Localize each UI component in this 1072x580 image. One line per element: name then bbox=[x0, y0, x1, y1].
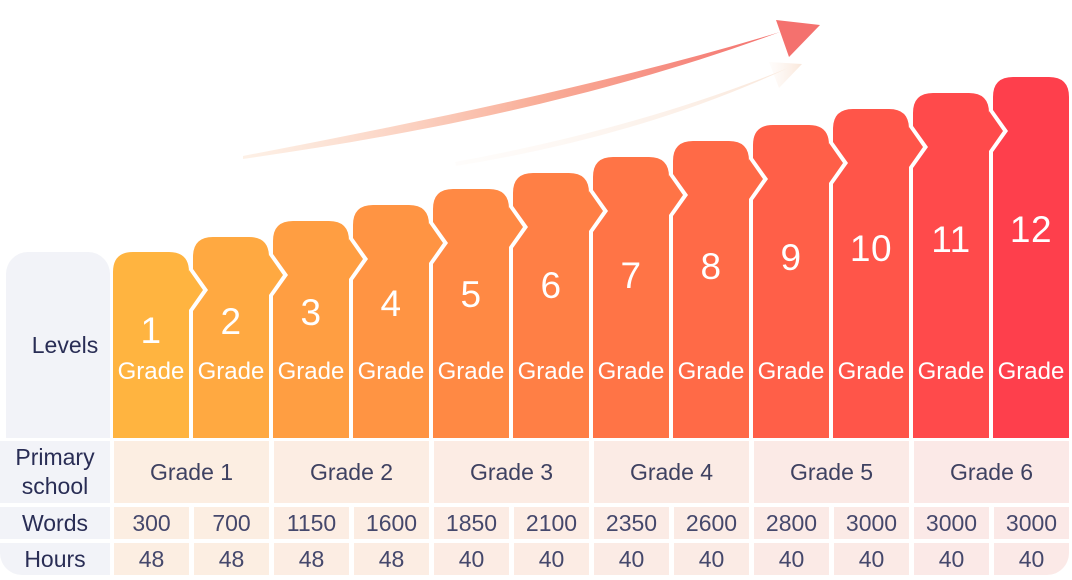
level-bar-label-4: 4 Grade bbox=[353, 205, 429, 438]
level-grade-word: Grade bbox=[677, 358, 745, 385]
level-bar-4 bbox=[353, 205, 443, 438]
hours-cell: 48 bbox=[354, 543, 429, 575]
hours-cell: 40 bbox=[994, 543, 1069, 575]
hours-cell: 40 bbox=[434, 543, 509, 575]
level-bar-1 bbox=[113, 252, 203, 438]
words-cell: 2800 bbox=[754, 507, 829, 539]
ghost-arrow bbox=[455, 62, 802, 166]
level-number: 1 bbox=[140, 310, 162, 352]
words-cell: 3000 bbox=[914, 507, 989, 539]
row-label-levels: Levels bbox=[6, 252, 110, 438]
growth-arrow bbox=[243, 20, 820, 159]
level-grade-word: Grade bbox=[357, 358, 425, 385]
level-bar-11 bbox=[913, 93, 1003, 438]
row-label-levels-text: Levels bbox=[31, 331, 99, 358]
words-cell: 2600 bbox=[674, 507, 749, 539]
level-grade-word: Grade bbox=[597, 358, 665, 385]
level-number: 3 bbox=[300, 292, 322, 334]
hours-cell: 40 bbox=[594, 543, 669, 575]
level-number: 9 bbox=[780, 237, 802, 279]
level-bar-6 bbox=[513, 173, 603, 438]
words-cell: 3000 bbox=[994, 507, 1069, 539]
level-bar-label-10: 10 Grade bbox=[833, 109, 909, 438]
level-bar-10 bbox=[833, 109, 923, 438]
level-number: 6 bbox=[540, 264, 562, 306]
row-label-words: Words bbox=[0, 507, 110, 539]
primary-school-cell: Grade 6 bbox=[914, 441, 1069, 503]
row-label-primary-school-text: Primary school bbox=[15, 444, 95, 499]
primary-school-cell: Grade 2 bbox=[274, 441, 429, 503]
level-number: 11 bbox=[931, 218, 971, 260]
level-bar-8 bbox=[673, 141, 763, 438]
level-number: 5 bbox=[460, 273, 482, 315]
level-grade-word: Grade bbox=[277, 358, 345, 385]
level-bar-label-3: 3 Grade bbox=[273, 221, 349, 438]
level-bar-label-2: 2 Grade bbox=[193, 237, 269, 438]
level-bar-label-11: 11 Grade bbox=[913, 93, 989, 438]
level-bar-label-9: 9 Grade bbox=[753, 125, 829, 438]
level-grade-word: Grade bbox=[197, 358, 265, 385]
row-label-words-text: Words bbox=[21, 509, 89, 536]
level-grade-word: Grade bbox=[837, 358, 905, 385]
words-cell: 1150 bbox=[274, 507, 349, 539]
level-bar-3 bbox=[273, 221, 363, 438]
hours-cell: 48 bbox=[114, 543, 189, 575]
level-number: 2 bbox=[220, 301, 242, 343]
level-bar-label-7: 7 Grade bbox=[593, 157, 669, 438]
hours-cell: 40 bbox=[674, 543, 749, 575]
hours-cell: 40 bbox=[914, 543, 989, 575]
level-bar-label-8: 8 Grade bbox=[673, 141, 749, 438]
primary-school-cell: Grade 4 bbox=[594, 441, 749, 503]
hours-cell: 40 bbox=[754, 543, 829, 575]
level-grade-word: Grade bbox=[997, 358, 1065, 385]
words-cell: 1850 bbox=[434, 507, 509, 539]
hours-cell: 48 bbox=[194, 543, 269, 575]
level-bar-7 bbox=[593, 157, 683, 438]
level-number: 8 bbox=[700, 246, 722, 288]
level-grade-word: Grade bbox=[517, 358, 585, 385]
hours-cell: 48 bbox=[274, 543, 349, 575]
level-grade-word: Grade bbox=[117, 358, 185, 385]
row-label-primary-school: Primary school bbox=[0, 441, 110, 503]
row-label-hours: Hours bbox=[0, 543, 110, 575]
level-bar-label-6: 6 Grade bbox=[513, 173, 589, 438]
words-cell: 2100 bbox=[514, 507, 589, 539]
level-bar-label-1: 1 Grade bbox=[113, 252, 189, 438]
level-number: 12 bbox=[1009, 209, 1053, 251]
row-label-hours-text: Hours bbox=[24, 545, 86, 572]
level-bar-9 bbox=[753, 125, 843, 438]
level-bar-5 bbox=[433, 189, 523, 438]
level-bar-labels: 1 Grade 2 Grade 3 Grade 4 Grade 5 Grade 6 Grade 7 Gra… bbox=[0, 0, 1072, 438]
level-grade-word: Grade bbox=[437, 358, 505, 385]
level-bar-label-12: 12 Grade bbox=[993, 77, 1069, 438]
level-bar-label-5: 5 Grade bbox=[433, 189, 509, 438]
words-cell: 700 bbox=[194, 507, 269, 539]
words-cell: 3000 bbox=[834, 507, 909, 539]
level-bar-12 bbox=[993, 77, 1069, 438]
level-bar-2 bbox=[193, 237, 283, 438]
primary-school-cell: Grade 5 bbox=[754, 441, 909, 503]
level-number: 10 bbox=[849, 227, 893, 269]
words-cell: 1600 bbox=[354, 507, 429, 539]
hours-cell: 40 bbox=[514, 543, 589, 575]
level-grade-word: Grade bbox=[757, 358, 825, 385]
level-number: 7 bbox=[620, 255, 642, 297]
primary-school-cell: Grade 3 bbox=[434, 441, 589, 503]
words-cell: 300 bbox=[114, 507, 189, 539]
level-grade-word: Grade bbox=[917, 358, 985, 385]
primary-school-cell: Grade 1 bbox=[114, 441, 269, 503]
hours-cell: 40 bbox=[834, 543, 909, 575]
words-cell: 2350 bbox=[594, 507, 669, 539]
level-number: 4 bbox=[380, 283, 402, 325]
